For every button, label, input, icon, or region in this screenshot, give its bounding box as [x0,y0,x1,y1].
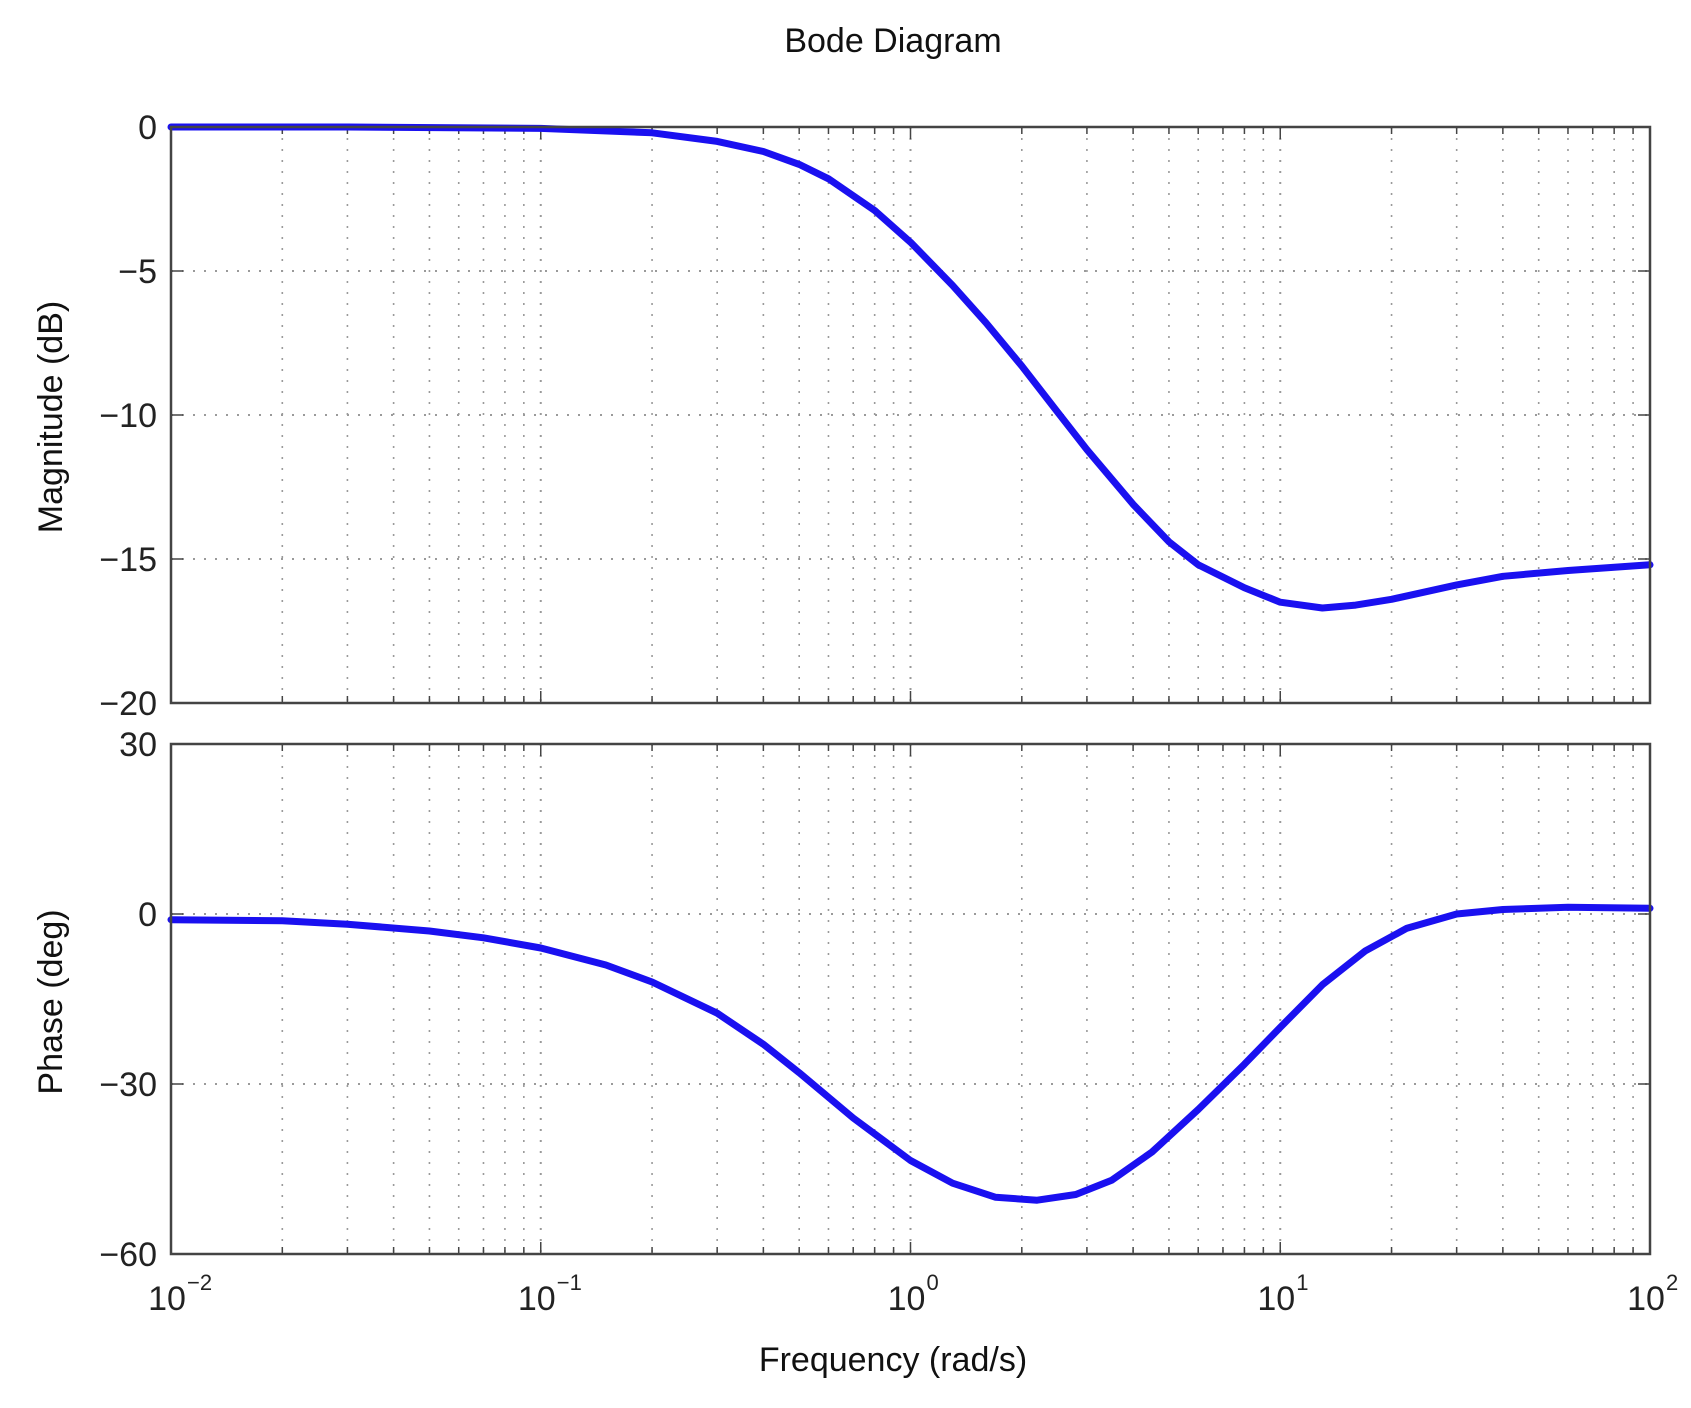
x-axis-tick-labels: 10 −2 10 −1 10 0 10 1 10 2 [148,1270,1678,1318]
x-tick-exponent: −2 [187,1270,212,1295]
phase-panel: 30 0 −30 −60 [99,726,1654,1274]
magnitude-panel: 0 −5 −10 −15 −20 [99,109,1654,723]
x-tick-label: 10 [1257,1280,1295,1318]
magnitude-y-ticks: 0 −5 −10 −15 −20 [99,109,157,723]
phase-y-ticks: 30 0 −30 −60 [99,726,157,1274]
x-tick-exponent: −1 [557,1270,582,1295]
phase-grid [171,743,1650,1255]
phase-y-tick-label: 0 [138,896,157,934]
x-tick-label: 10 [518,1280,556,1318]
phase-series-line [167,903,1654,1204]
x-tick-label: 10 [1627,1280,1665,1318]
x-axis-title: Frequency (rad/s) [759,1341,1027,1379]
magnitude-grid [171,126,1650,704]
magnitude-y-tick-label: 0 [138,109,157,147]
x-tick-exponent: 2 [1666,1270,1678,1295]
magnitude-plot-frame [169,125,1652,705]
phase-axis-title: Phase (deg) [32,909,70,1094]
magnitude-axis-title: Magnitude (dB) [32,301,70,533]
phase-plot-frame [169,742,1652,1256]
magnitude-series-line [167,123,1654,612]
x-tick-label: 10 [888,1280,926,1318]
phase-y-tick-label: 30 [119,726,157,764]
chart-title: Bode Diagram [784,22,1001,60]
x-tick-label: 10 [148,1280,186,1318]
magnitude-y-tick-label: −20 [99,685,157,723]
magnitude-y-tick-label: −15 [99,541,157,579]
phase-y-tick-label: −30 [99,1066,157,1104]
magnitude-y-tick-label: −10 [99,397,157,435]
x-tick-exponent: 1 [1296,1270,1308,1295]
x-tick-exponent: 0 [927,1270,939,1295]
phase-y-tick-label: −60 [99,1236,157,1274]
magnitude-y-tick-label: −5 [118,253,157,291]
